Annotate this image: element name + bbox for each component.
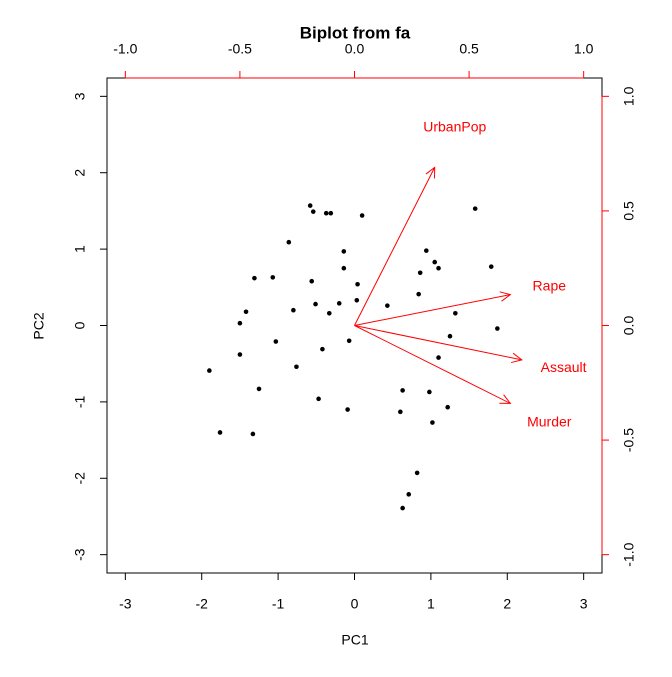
score-point bbox=[341, 249, 347, 254]
x2-tick-label: 0.0 bbox=[345, 41, 365, 57]
score-point bbox=[453, 310, 458, 316]
score-point bbox=[345, 407, 350, 412]
score-point bbox=[436, 265, 441, 271]
y2-tick-label: -0.5 bbox=[621, 428, 637, 452]
x2-tick-label: 1.0 bbox=[574, 41, 594, 57]
score-point bbox=[445, 404, 450, 410]
y2-tick-label: 0.0 bbox=[621, 316, 637, 336]
score-point bbox=[341, 265, 347, 271]
x2-tick-label: -0.5 bbox=[228, 41, 252, 57]
score-point bbox=[307, 203, 313, 208]
arrow-head bbox=[511, 352, 523, 364]
score-point bbox=[495, 326, 500, 331]
y-tick-label: 2 bbox=[72, 169, 88, 177]
arrow-head bbox=[499, 291, 512, 302]
score-point bbox=[436, 355, 441, 360]
score-point bbox=[250, 431, 256, 437]
score-point bbox=[291, 307, 296, 313]
loading-label: Murder bbox=[527, 414, 572, 430]
x-tick-label: 3 bbox=[580, 596, 588, 612]
score-point bbox=[430, 420, 435, 425]
score-point bbox=[286, 239, 292, 245]
y2-tick-label: -1.0 bbox=[621, 542, 637, 566]
x2-tick-label: -1.0 bbox=[113, 41, 137, 57]
x-axis-label: PC1 bbox=[341, 632, 368, 648]
score-point bbox=[326, 310, 332, 316]
score-point bbox=[359, 213, 365, 218]
loading-arrow bbox=[354, 294, 511, 326]
y2-tick-label: 0.5 bbox=[621, 201, 637, 221]
x-tick-label: -2 bbox=[195, 596, 208, 612]
score-point bbox=[313, 301, 318, 307]
score-point bbox=[488, 264, 494, 269]
score-point bbox=[316, 396, 321, 402]
score-point bbox=[309, 278, 315, 284]
score-point bbox=[243, 309, 249, 315]
score-point bbox=[336, 301, 342, 306]
loading-arrow bbox=[354, 325, 522, 361]
score-point bbox=[256, 386, 262, 392]
score-point bbox=[355, 281, 360, 287]
score-point bbox=[400, 388, 405, 393]
x-tick-label: -1 bbox=[272, 596, 285, 612]
x-tick-label: 2 bbox=[503, 596, 511, 612]
score-point bbox=[207, 368, 212, 373]
score-point bbox=[472, 206, 478, 211]
score-point bbox=[414, 470, 420, 476]
score-point bbox=[432, 259, 438, 265]
y-tick-label: -1 bbox=[72, 395, 88, 408]
y-axis-label: PC2 bbox=[31, 312, 47, 339]
score-point bbox=[354, 297, 360, 303]
arrow-head bbox=[499, 394, 512, 404]
loading-label: UrbanPop bbox=[423, 119, 486, 135]
score-point bbox=[323, 210, 329, 216]
loading-label: Rape bbox=[533, 278, 567, 294]
x2-tick-label: 0.5 bbox=[459, 41, 479, 57]
score-point bbox=[416, 291, 421, 297]
score-point bbox=[310, 209, 316, 214]
x-tick-label: 1 bbox=[427, 596, 435, 612]
score-point bbox=[346, 338, 352, 344]
score-point bbox=[328, 210, 334, 216]
chart-title: Biplot from fa bbox=[300, 23, 411, 42]
score-point bbox=[252, 275, 257, 281]
arrow-head bbox=[425, 166, 436, 179]
score-point bbox=[294, 364, 299, 370]
y-tick-label: -2 bbox=[72, 472, 88, 485]
loading-label: Assault bbox=[541, 359, 587, 375]
loading-arrow bbox=[354, 167, 436, 326]
score-point bbox=[217, 430, 223, 435]
score-point bbox=[273, 339, 279, 344]
y-tick-label: 3 bbox=[72, 92, 88, 100]
score-point bbox=[447, 333, 453, 339]
score-point bbox=[417, 270, 423, 276]
loading-arrow bbox=[354, 325, 511, 404]
y-tick-label: -3 bbox=[72, 548, 88, 561]
score-point bbox=[406, 492, 412, 497]
score-point bbox=[270, 275, 276, 280]
y-tick-label: 1 bbox=[72, 245, 88, 253]
score-point bbox=[424, 248, 429, 253]
score-point bbox=[385, 303, 390, 308]
score-point bbox=[237, 352, 243, 357]
y2-tick-label: 1.0 bbox=[621, 86, 637, 106]
x-tick-label: -3 bbox=[119, 596, 132, 612]
score-point bbox=[427, 389, 432, 395]
score-point bbox=[320, 346, 325, 352]
score-point bbox=[398, 409, 403, 415]
x-tick-label: 0 bbox=[351, 596, 359, 612]
score-point bbox=[237, 320, 243, 326]
score-point bbox=[400, 505, 405, 511]
y-tick-label: 0 bbox=[72, 321, 88, 329]
